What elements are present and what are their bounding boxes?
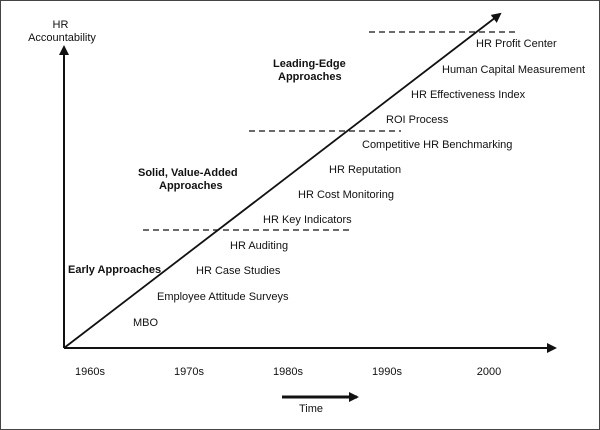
y-axis-label-line: HR (53, 19, 69, 31)
phase-title-line: Leading-Edge (273, 58, 346, 70)
phase-title-leading: Leading-Edge Approaches (273, 58, 349, 83)
y-axis-label: HR Accountability (28, 19, 96, 44)
x-tick-label: 1960s (75, 366, 105, 378)
practice-label: HR Auditing (230, 240, 288, 252)
practice-label: HR Case Studies (196, 265, 281, 277)
practice-label: MBO (133, 317, 159, 329)
practice-label: HR Key Indicators (263, 214, 352, 226)
x-tick-label: 1990s (372, 366, 402, 378)
practice-label: Employee Attitude Surveys (157, 291, 289, 303)
growth-arrow (63, 12, 502, 349)
y-axis-label-line: Accountability (28, 32, 96, 44)
phase-title-line: Early Approaches (68, 264, 161, 276)
x-tick-label: 2000 (477, 366, 501, 378)
x-tick-label: 1980s (273, 366, 303, 378)
practice-label: HR Reputation (329, 164, 401, 176)
phase-title-line: Solid, Value-Added (138, 167, 238, 179)
practice-label: ROI Process (386, 114, 449, 126)
phase-title-solid: Solid, Value-Added Approaches (138, 167, 241, 192)
phase-title-line: Approaches (278, 71, 342, 83)
practice-label: HR Effectiveness Index (411, 89, 526, 101)
practice-label: Competitive HR Benchmarking (362, 139, 512, 151)
time-label: Time (299, 403, 323, 415)
practice-label: HR Profit Center (476, 38, 557, 50)
practice-label: Human Capital Measurement (442, 64, 585, 76)
practice-label: HR Cost Monitoring (298, 189, 394, 201)
phase-title-early: Early Approaches (68, 264, 161, 276)
x-tick-label: 1970s (174, 366, 204, 378)
phase-title-line: Approaches (159, 180, 223, 192)
